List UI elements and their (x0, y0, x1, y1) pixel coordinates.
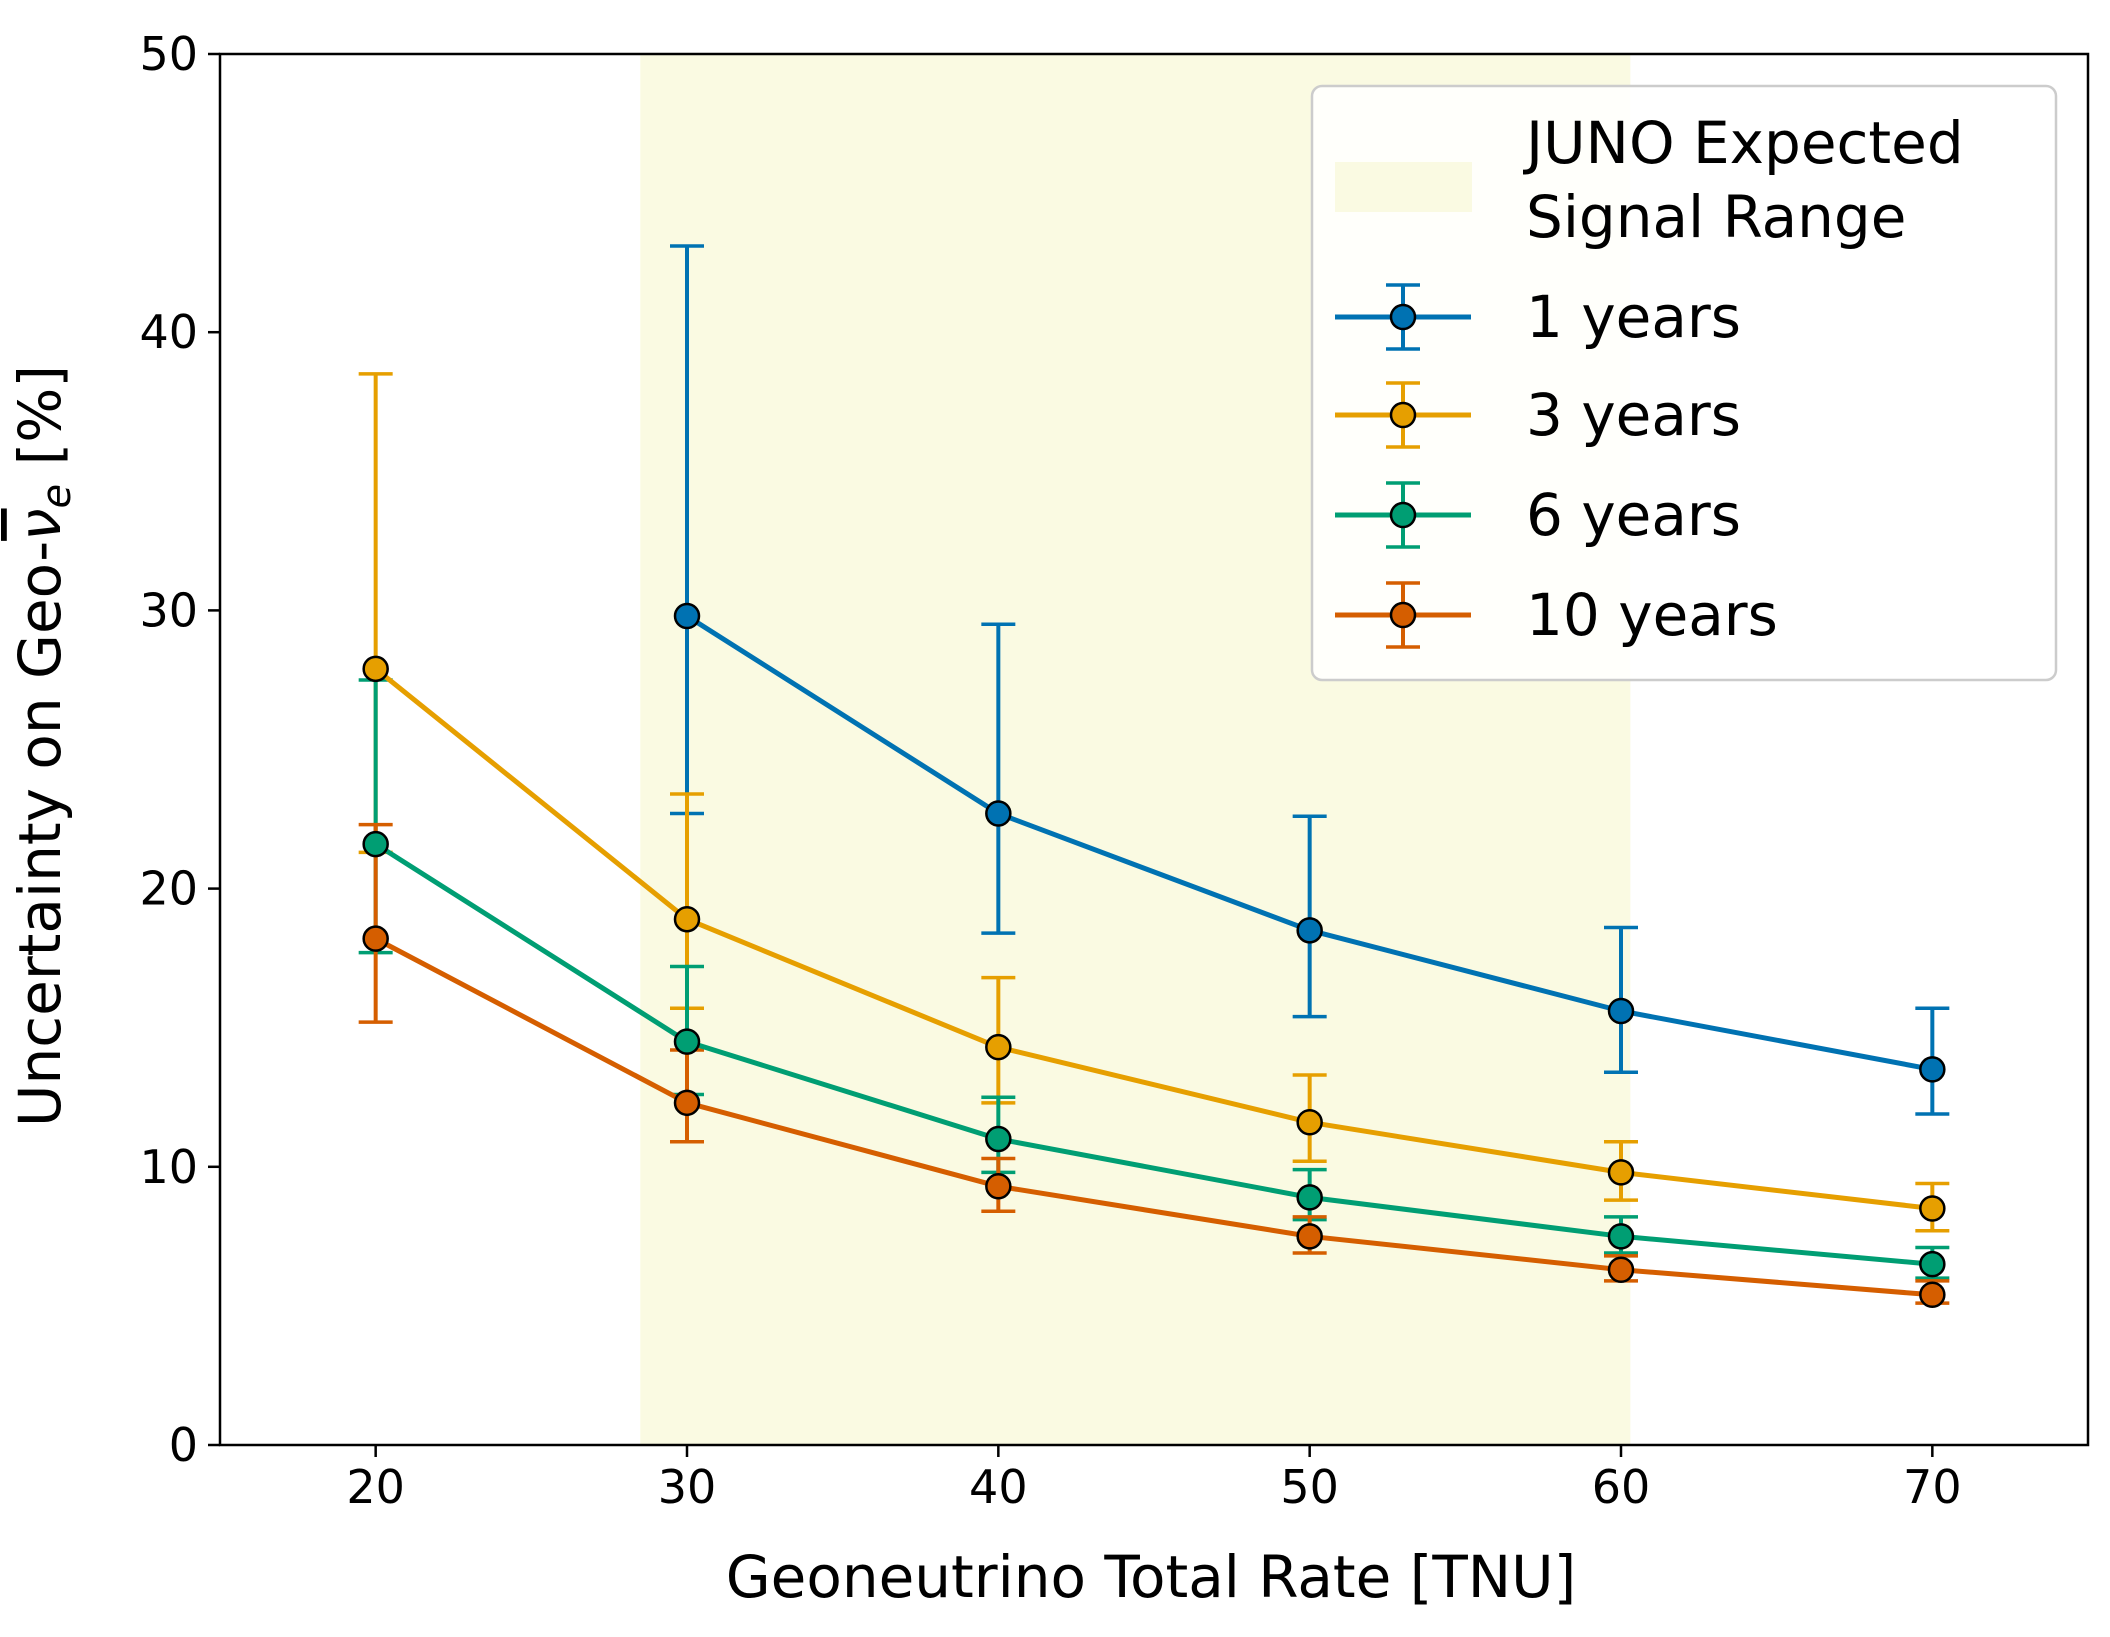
x-tick-label: 60 (1592, 1460, 1651, 1514)
x-tick-label: 30 (658, 1460, 717, 1514)
y-axis-title-nu-bar: ν (6, 508, 74, 540)
data-point (1919, 1250, 1946, 1278)
data-point (1919, 1281, 1946, 1309)
data-point (985, 1033, 1012, 1061)
legend-band-label-line2: Signal Range (1526, 183, 1906, 251)
y-tick-label: 0 (169, 1418, 198, 1472)
legend-band-label-line1: JUNO Expected (1523, 109, 1964, 177)
data-point (673, 905, 701, 933)
y-axis-ticks: 0 10 20 30 40 50 (139, 27, 220, 1472)
data-point (985, 1173, 1012, 1200)
data-point (1296, 917, 1323, 944)
series-line (374, 666, 1933, 1211)
legend-series-label: 10 years (1526, 581, 1778, 649)
y-axis-title-subscript: e (34, 484, 80, 509)
y-tick-label: 20 (139, 862, 198, 916)
data-point (673, 1028, 701, 1055)
data-point (1296, 1184, 1323, 1211)
x-tick-label: 50 (1280, 1460, 1339, 1514)
legend-series-label: 3 years (1526, 381, 1741, 449)
legend: JUNO Expected Signal Range 1 years 3 year… (1310, 84, 2058, 682)
plot-area-frame (218, 52, 2090, 1447)
data-point (1607, 1256, 1635, 1283)
data-point (985, 800, 1012, 827)
legend-marker (1389, 601, 1417, 629)
data-point (673, 1089, 701, 1117)
data-point (362, 925, 389, 952)
series-line (374, 841, 1933, 1267)
x-axis-title: Geoneutrino Total Rate [TNU] (726, 1543, 1577, 1611)
data-point (673, 602, 701, 630)
legend-series-label: 1 years (1526, 283, 1741, 351)
data-point (1919, 1056, 1946, 1083)
legend-marker (1389, 401, 1417, 429)
x-tick-label: 20 (346, 1460, 405, 1514)
y-axis-title: Uncertainty on Geo-νe [%] (6, 365, 80, 1127)
legend-box (1310, 84, 2058, 682)
data-point (1919, 1195, 1946, 1222)
legend-series-entries: 1 years 3 years 6 years 10 years (1335, 283, 1778, 649)
y-tick-label: 40 (139, 305, 198, 359)
legend-marker (1389, 303, 1417, 331)
legend-marker (1389, 501, 1417, 529)
legend-series-label: 6 years (1526, 481, 1741, 549)
data-point (362, 830, 389, 858)
y-tick-label: 30 (139, 583, 198, 637)
data-point (1296, 1223, 1323, 1250)
y-tick-label: 10 (139, 1140, 198, 1194)
data-point (1296, 1109, 1323, 1136)
x-tick-label: 70 (1903, 1460, 1962, 1514)
data-point (362, 655, 389, 683)
legend-band-swatch (1335, 162, 1472, 212)
y-axis-title-prefix: Uncertainty on Geo- (6, 541, 74, 1127)
y-axis-title-suffix: [%] (6, 365, 74, 484)
data-points (362, 602, 1946, 1309)
y-tick-label: 50 (139, 27, 198, 81)
x-axis-ticks: 20 30 40 50 60 70 (346, 1445, 1962, 1514)
series-line (374, 936, 1933, 1298)
x-tick-label: 40 (969, 1460, 1028, 1514)
data-point (1607, 997, 1635, 1025)
data-point (985, 1125, 1012, 1153)
data-point (1607, 1159, 1635, 1186)
data-point (1607, 1223, 1635, 1250)
series-lines (374, 613, 1933, 1298)
